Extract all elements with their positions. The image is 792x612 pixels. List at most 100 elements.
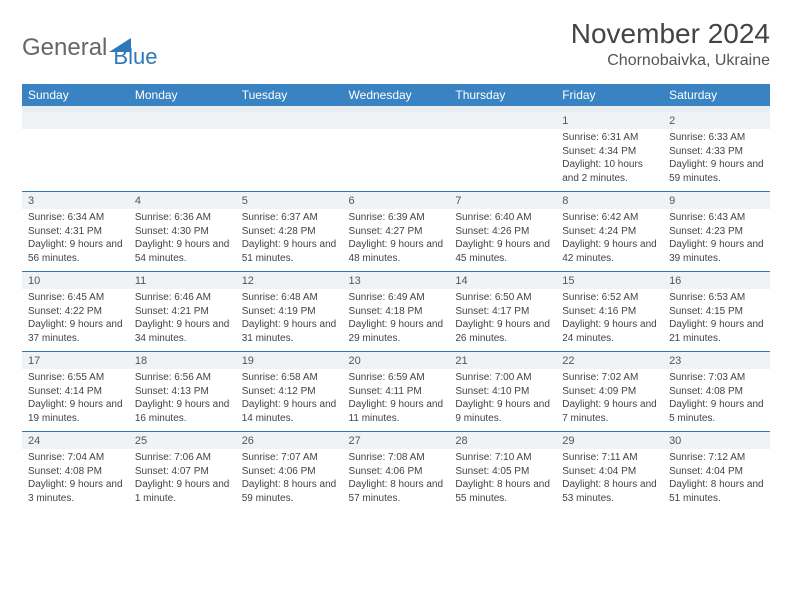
day-cell: Sunrise: 7:07 AMSunset: 4:06 PMDaylight:… [236,449,343,511]
daynum-row: 12 [22,112,770,129]
sunset-text: Sunset: 4:24 PM [562,225,657,239]
day-number: 29 [556,432,663,450]
day-cell: Sunrise: 6:43 AMSunset: 4:23 PMDaylight:… [663,209,770,272]
day-number: 5 [236,192,343,210]
daylight-text: Daylight: 9 hours and 29 minutes. [349,318,444,345]
day-cell: Sunrise: 6:37 AMSunset: 4:28 PMDaylight:… [236,209,343,272]
day-cell: Sunrise: 6:45 AMSunset: 4:22 PMDaylight:… [22,289,129,352]
content-row: Sunrise: 6:31 AMSunset: 4:34 PMDaylight:… [22,129,770,192]
day-number: 18 [129,352,236,370]
title-block: November 2024 Chornobaivka, Ukraine [571,18,770,70]
daylight-text: Daylight: 9 hours and 51 minutes. [242,238,337,265]
sunset-text: Sunset: 4:22 PM [28,305,123,319]
sunset-text: Sunset: 4:19 PM [242,305,337,319]
daylight-text: Daylight: 8 hours and 55 minutes. [455,478,550,505]
day-number: 26 [236,432,343,450]
sunset-text: Sunset: 4:06 PM [349,465,444,479]
daylight-text: Daylight: 9 hours and 56 minutes. [28,238,123,265]
day-number: 24 [22,432,129,450]
sunset-text: Sunset: 4:06 PM [242,465,337,479]
day-cell [236,129,343,192]
day-number: 30 [663,432,770,450]
day-cell [449,129,556,192]
day-number: 2 [663,112,770,129]
daynum-row: 10111213141516 [22,272,770,290]
day-number: 20 [343,352,450,370]
content-row: Sunrise: 6:55 AMSunset: 4:14 PMDaylight:… [22,369,770,432]
sunset-text: Sunset: 4:27 PM [349,225,444,239]
sunrise-text: Sunrise: 6:52 AM [562,291,657,305]
sunset-text: Sunset: 4:31 PM [28,225,123,239]
daynum-row: 17181920212223 [22,352,770,370]
sunset-text: Sunset: 4:07 PM [135,465,230,479]
day-number: 22 [556,352,663,370]
day-header: Wednesday [343,84,450,106]
day-cell: Sunrise: 6:50 AMSunset: 4:17 PMDaylight:… [449,289,556,352]
daylight-text: Daylight: 9 hours and 45 minutes. [455,238,550,265]
sunset-text: Sunset: 4:08 PM [28,465,123,479]
daylight-text: Daylight: 9 hours and 42 minutes. [562,238,657,265]
sunset-text: Sunset: 4:14 PM [28,385,123,399]
day-number: 27 [343,432,450,450]
sunset-text: Sunset: 4:33 PM [669,145,764,159]
sunrise-text: Sunrise: 6:46 AM [135,291,230,305]
sunset-text: Sunset: 4:18 PM [349,305,444,319]
daylight-text: Daylight: 9 hours and 24 minutes. [562,318,657,345]
daylight-text: Daylight: 9 hours and 21 minutes. [669,318,764,345]
header: General Blue November 2024 Chornobaivka,… [22,18,770,70]
day-number: 4 [129,192,236,210]
sunset-text: Sunset: 4:21 PM [135,305,230,319]
day-cell: Sunrise: 7:06 AMSunset: 4:07 PMDaylight:… [129,449,236,511]
day-number [22,112,129,129]
daylight-text: Daylight: 9 hours and 34 minutes. [135,318,230,345]
daynum-row: 24252627282930 [22,432,770,450]
day-cell: Sunrise: 6:42 AMSunset: 4:24 PMDaylight:… [556,209,663,272]
daylight-text: Daylight: 9 hours and 59 minutes. [669,158,764,185]
day-cell: Sunrise: 6:36 AMSunset: 4:30 PMDaylight:… [129,209,236,272]
sunrise-text: Sunrise: 6:43 AM [669,211,764,225]
day-number: 3 [22,192,129,210]
sunrise-text: Sunrise: 7:08 AM [349,451,444,465]
content-row: Sunrise: 6:34 AMSunset: 4:31 PMDaylight:… [22,209,770,272]
day-header: Friday [556,84,663,106]
day-cell: Sunrise: 6:46 AMSunset: 4:21 PMDaylight:… [129,289,236,352]
sunrise-text: Sunrise: 6:48 AM [242,291,337,305]
daylight-text: Daylight: 9 hours and 7 minutes. [562,398,657,425]
sunrise-text: Sunrise: 6:56 AM [135,371,230,385]
sunrise-text: Sunrise: 6:31 AM [562,131,657,145]
sunrise-text: Sunrise: 6:49 AM [349,291,444,305]
day-cell: Sunrise: 6:53 AMSunset: 4:15 PMDaylight:… [663,289,770,352]
sunset-text: Sunset: 4:30 PM [135,225,230,239]
month-title: November 2024 [571,18,770,50]
day-number: 21 [449,352,556,370]
sunrise-text: Sunrise: 6:34 AM [28,211,123,225]
day-number: 10 [22,272,129,290]
day-header: Monday [129,84,236,106]
day-number: 1 [556,112,663,129]
sunrise-text: Sunrise: 6:37 AM [242,211,337,225]
day-number: 15 [556,272,663,290]
day-number: 6 [343,192,450,210]
sunrise-text: Sunrise: 6:58 AM [242,371,337,385]
sunset-text: Sunset: 4:15 PM [669,305,764,319]
day-cell: Sunrise: 6:49 AMSunset: 4:18 PMDaylight:… [343,289,450,352]
day-cell: Sunrise: 7:12 AMSunset: 4:04 PMDaylight:… [663,449,770,511]
daylight-text: Daylight: 9 hours and 54 minutes. [135,238,230,265]
day-cell: Sunrise: 6:48 AMSunset: 4:19 PMDaylight:… [236,289,343,352]
sunset-text: Sunset: 4:26 PM [455,225,550,239]
day-number [449,112,556,129]
day-number [129,112,236,129]
sunrise-text: Sunrise: 6:42 AM [562,211,657,225]
day-cell [129,129,236,192]
day-number: 28 [449,432,556,450]
sunset-text: Sunset: 4:11 PM [349,385,444,399]
day-cell: Sunrise: 6:55 AMSunset: 4:14 PMDaylight:… [22,369,129,432]
day-cell: Sunrise: 6:59 AMSunset: 4:11 PMDaylight:… [343,369,450,432]
sunset-text: Sunset: 4:28 PM [242,225,337,239]
sunrise-text: Sunrise: 7:11 AM [562,451,657,465]
sunrise-text: Sunrise: 7:12 AM [669,451,764,465]
sunset-text: Sunset: 4:17 PM [455,305,550,319]
day-number: 14 [449,272,556,290]
daylight-text: Daylight: 10 hours and 2 minutes. [562,158,657,185]
logo: General Blue [22,26,157,70]
